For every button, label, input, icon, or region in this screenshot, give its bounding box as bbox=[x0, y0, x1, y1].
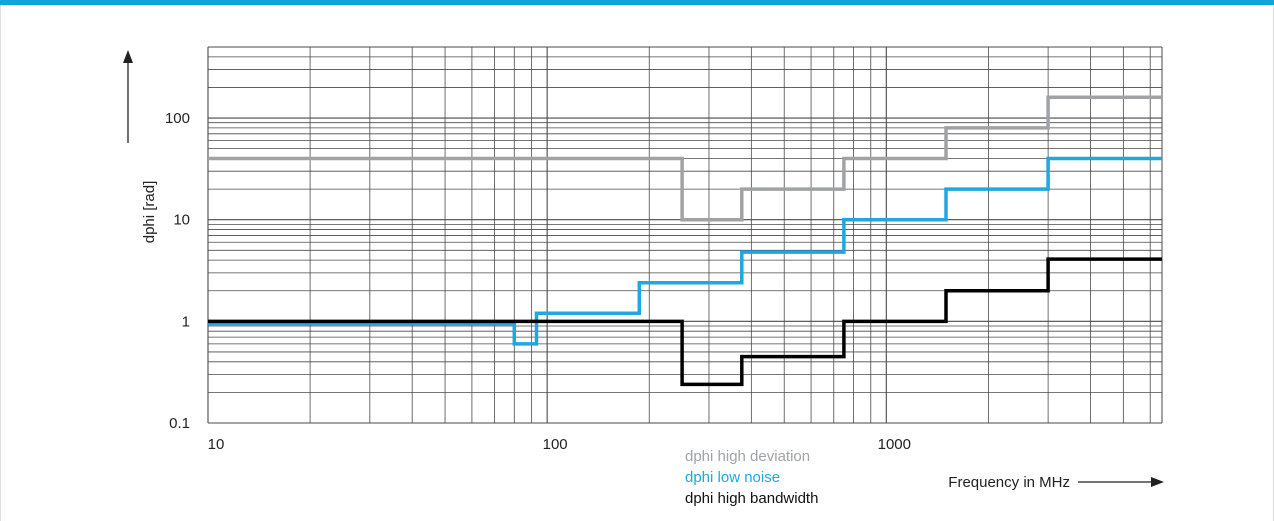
tick-labels: 10 100 1000 0.1 1 10 100 bbox=[165, 110, 911, 453]
y-tick-label: 1 bbox=[182, 313, 190, 330]
y-tick-label: 10 bbox=[173, 212, 190, 229]
series-line-dphi-high-deviation bbox=[208, 95, 1162, 222]
legend-entry-high-bandwidth: dphi high bandwidth bbox=[685, 490, 818, 507]
x-axis-arrow-head bbox=[1151, 477, 1164, 487]
y-tick-label: 0.1 bbox=[169, 415, 190, 432]
x-axis-label-group: Frequency in MHz bbox=[948, 474, 1164, 491]
legend-entry-low-noise: dphi low noise bbox=[685, 469, 780, 486]
legend-entry-high-deviation: dphi high deviation bbox=[685, 448, 810, 465]
x-tick-label: 1000 bbox=[878, 436, 911, 453]
series-line-dphi-high-bandwidth bbox=[208, 257, 1162, 387]
x-axis-label: Frequency in MHz bbox=[948, 474, 1070, 491]
y-axis-arrow-head bbox=[123, 50, 133, 63]
grid-lines bbox=[207, 46, 1163, 424]
y-tick-label: 100 bbox=[165, 110, 190, 127]
series-line-dphi-low-noise bbox=[208, 156, 1162, 346]
x-tick-label: 10 bbox=[208, 436, 225, 453]
top-accent-rule bbox=[0, 0, 1274, 5]
y-axis-label-group: dphi [rad] bbox=[123, 50, 158, 243]
legend: dphi high deviation dphi low noise dphi … bbox=[685, 448, 818, 507]
x-tick-label: 100 bbox=[543, 436, 568, 453]
y-axis-label: dphi [rad] bbox=[141, 181, 158, 244]
series-lines bbox=[208, 95, 1162, 387]
